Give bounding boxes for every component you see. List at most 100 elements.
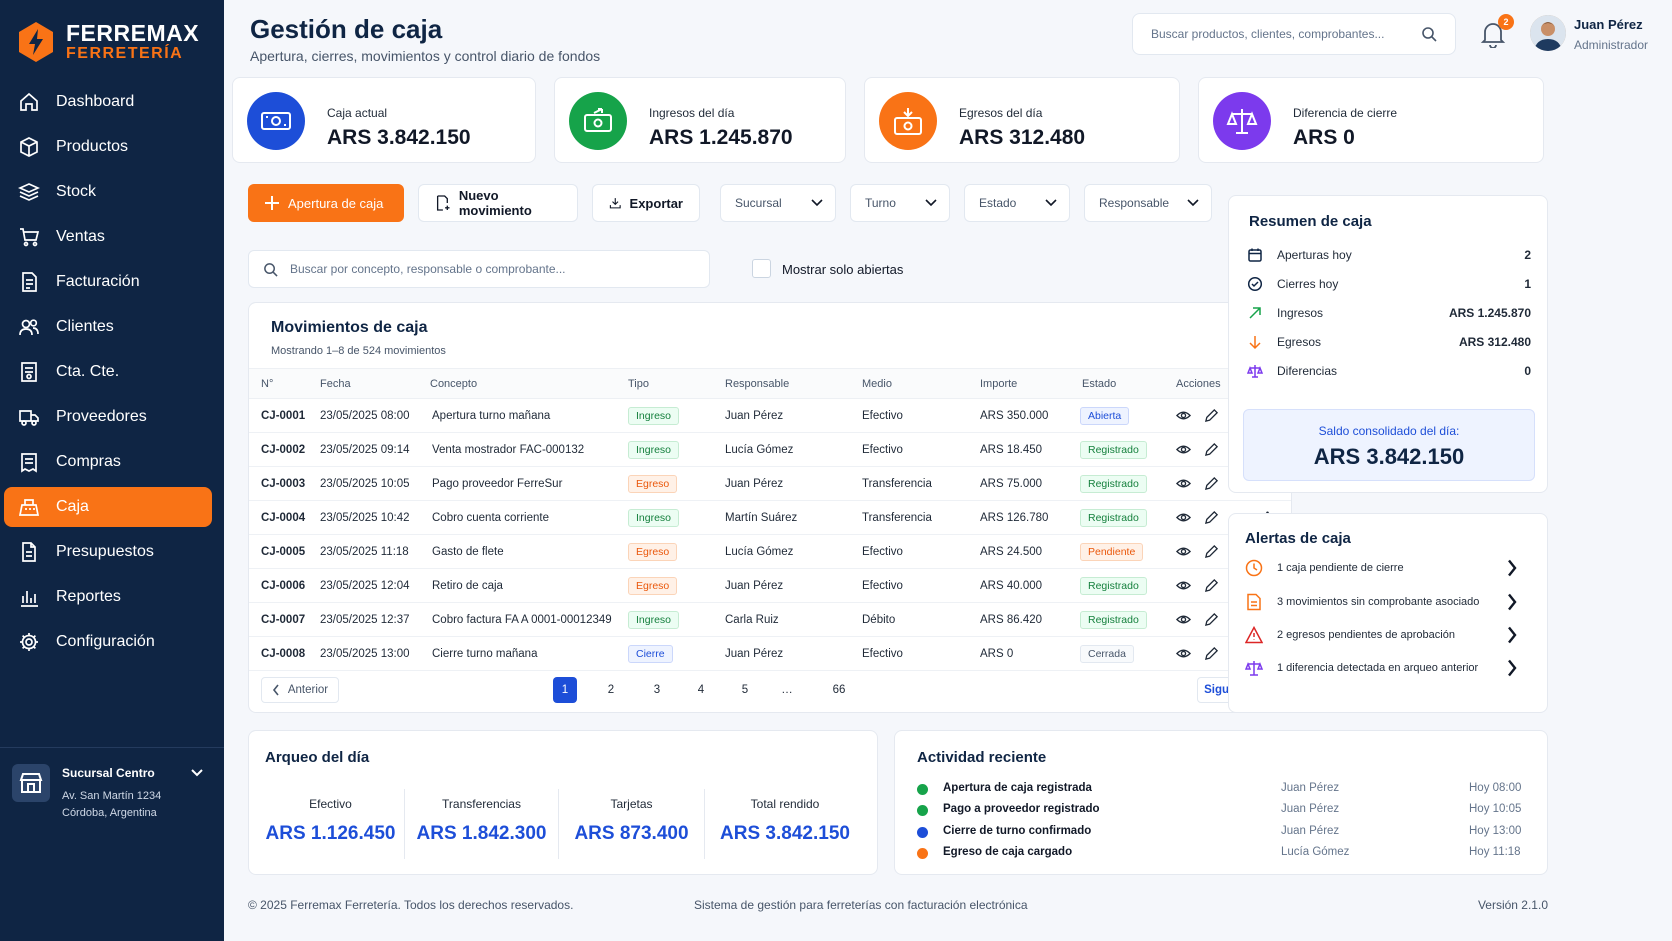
sidebar-item-clientes[interactable]: Clientes — [4, 307, 212, 347]
edit-icon[interactable] — [1204, 646, 1219, 661]
sidebar-item-reportes[interactable]: Reportes — [4, 577, 212, 617]
plus-icon — [265, 196, 279, 210]
table-row[interactable]: CJ-0001 23/05/2025 08:00 Apertura turno ma… — [249, 398, 1291, 433]
table-row[interactable]: CJ-0006 23/05/2025 12:04 Retiro de caja Egr… — [249, 568, 1291, 603]
sidebar-item-proveedores[interactable]: Proveedores — [4, 397, 212, 437]
eye-icon[interactable] — [1176, 646, 1191, 661]
apertura-caja-button[interactable]: Apertura de caja — [248, 184, 404, 222]
page-2[interactable]: 2 — [607, 684, 615, 696]
sidebar-item-caja[interactable]: Caja — [4, 487, 212, 527]
eye-icon[interactable] — [1176, 510, 1191, 525]
sidebar-item-label: Facturación — [56, 273, 140, 290]
cell-importe: ARS 18.450 — [958, 432, 1068, 467]
arqueo-column: Transferencias ARS 1.842.300 — [405, 789, 559, 859]
resumen-value: 2 — [1524, 248, 1531, 262]
table-header: N° Fecha Concepto Tipo Responsable Medio Impor… — [249, 368, 1291, 399]
cash-register-icon — [18, 499, 40, 516]
resumen-value: 1 — [1524, 277, 1531, 291]
cell-fecha: 23/05/2025 10:05 — [316, 466, 426, 501]
resumen-label: Egresos — [1277, 335, 1322, 349]
movimientos-search-input[interactable]: Buscar por concepto, responsable o compr… — [248, 250, 710, 288]
responsable-select[interactable]: Responsable — [1084, 184, 1212, 222]
table-row[interactable]: CJ-0007 23/05/2025 12:37 Cobro factura FA … — [249, 602, 1291, 637]
alert-item[interactable]: 1 diferencia detectada en arqueo anterio… — [1245, 658, 1535, 678]
solo-abiertas-checkbox[interactable] — [752, 259, 771, 278]
edit-icon[interactable] — [1204, 544, 1219, 559]
eye-icon[interactable] — [1176, 612, 1191, 627]
turno-select[interactable]: Turno — [850, 184, 950, 222]
sidebar-item-presupuestos[interactable]: Presupuestos — [4, 532, 212, 572]
table-row[interactable]: CJ-0005 23/05/2025 11:18 Gasto de flete Egr… — [249, 534, 1291, 569]
edit-icon[interactable] — [1204, 476, 1219, 491]
user-menu[interactable]: Juan Pérez Administrador — [1574, 17, 1648, 52]
column-header: Medio — [858, 368, 958, 399]
global-search-input[interactable]: Buscar productos, clientes, comprobantes… — [1132, 13, 1456, 55]
alert-item[interactable]: 1 caja pendiente de cierre — [1245, 558, 1535, 578]
sidebar-item-compras[interactable]: Compras — [4, 442, 212, 482]
sidebar-item-ventas[interactable]: Ventas — [4, 217, 212, 257]
status-badge: Registrado — [1080, 508, 1147, 527]
sidebar-item-configuración[interactable]: Configuración — [4, 622, 212, 662]
page-5[interactable]: 5 — [741, 684, 749, 696]
cell-id: CJ-0004 — [249, 500, 316, 535]
eye-icon[interactable] — [1176, 544, 1191, 559]
prev-page-button[interactable]: Anterior — [261, 677, 339, 703]
notifications-button[interactable]: 2 — [1480, 14, 1514, 49]
page-66[interactable]: 66 — [832, 684, 846, 696]
activity-user: Juan Pérez — [1281, 803, 1340, 815]
column-header: Tipo — [624, 368, 721, 399]
page-1[interactable]: 1 — [553, 677, 577, 703]
cell-concepto: Venta mostrador FAC-000132 — [426, 432, 624, 467]
table-row[interactable]: CJ-0003 23/05/2025 10:05 Pago proveedor Fe… — [249, 466, 1291, 501]
alert-text: 1 diferencia detectada en arqueo anterio… — [1277, 662, 1479, 674]
cell-tipo: Egreso — [624, 534, 721, 569]
arqueo-card: Arqueo del día Efectivo ARS 1.126.450 Tran… — [248, 730, 878, 875]
cell-fecha: 23/05/2025 12:37 — [316, 602, 426, 637]
avatar[interactable] — [1530, 15, 1566, 51]
table-row[interactable]: CJ-0004 23/05/2025 10:42 Cobro cuenta corr… — [249, 500, 1291, 535]
table-row[interactable]: CJ-0002 23/05/2025 09:14 Venta mostrador F… — [249, 432, 1291, 467]
page-ellipsis: … — [781, 684, 793, 696]
table-row[interactable]: CJ-0008 23/05/2025 13:00 Cierre turno maña… — [249, 636, 1291, 671]
eye-icon[interactable] — [1176, 476, 1191, 491]
edit-icon[interactable] — [1204, 408, 1219, 423]
alert-item[interactable]: 2 egresos pendientes de aprobación — [1245, 625, 1535, 645]
eye-icon[interactable] — [1176, 578, 1191, 593]
sidebar-item-cta-cte[interactable]: Cta. Cte. — [4, 352, 212, 392]
eye-icon[interactable] — [1176, 408, 1191, 423]
activity-time: Hoy 13:00 — [1469, 825, 1522, 837]
footer-copyright: © 2025 Ferremax Ferretería. Todos los de… — [248, 898, 574, 912]
cell-medio: Efectivo — [858, 432, 958, 467]
cell-medio: Débito — [858, 602, 958, 637]
nuevo-movimiento-button[interactable]: Nuevo movimiento — [418, 184, 578, 222]
sidebar-item-stock[interactable]: Stock — [4, 172, 212, 212]
edit-icon[interactable] — [1204, 578, 1219, 593]
exportar-button[interactable]: Exportar — [592, 184, 700, 222]
file-icon — [1247, 593, 1261, 611]
cell-medio: Efectivo — [858, 398, 958, 433]
sucursal-select[interactable]: Sucursal — [720, 184, 836, 222]
sidebar-item-productos[interactable]: Productos — [4, 127, 212, 167]
edit-icon[interactable] — [1204, 612, 1219, 627]
activity-item: Cierre de turno confirmado Juan Pérez Hoy … — [917, 823, 1537, 843]
edit-icon[interactable] — [1204, 442, 1219, 457]
page-3[interactable]: 3 — [653, 684, 661, 696]
cell-id: CJ-0007 — [249, 602, 316, 637]
sidebar-item-label: Caja — [56, 498, 89, 515]
eye-icon[interactable] — [1176, 442, 1191, 457]
alert-text: 2 egresos pendientes de aprobación — [1277, 629, 1455, 641]
sidebar-item-label: Cta. Cte. — [56, 363, 120, 380]
movimientos-count: Mostrando 1–8 de 524 movimientos — [271, 345, 446, 357]
chevron-down-icon[interactable] — [190, 768, 204, 778]
page-4[interactable]: 4 — [697, 684, 705, 696]
sidebar-item-dashboard[interactable]: Dashboard — [4, 82, 212, 122]
activity-user: Lucía Gómez — [1281, 846, 1350, 858]
branch-selector[interactable]: Sucursal Centro Av. San Martín 1234 Córdo… — [0, 747, 224, 838]
estado-select[interactable]: Estado — [964, 184, 1070, 222]
edit-icon[interactable] — [1204, 510, 1219, 525]
sidebar-item-facturación[interactable]: Facturación — [4, 262, 212, 302]
sidebar-item-label: Productos — [56, 138, 129, 155]
warning-icon — [1245, 626, 1263, 644]
alert-item[interactable]: 3 movimientos sin comprobante asociado — [1245, 592, 1535, 612]
resumen-row: Diferencias 0 — [1247, 361, 1531, 381]
